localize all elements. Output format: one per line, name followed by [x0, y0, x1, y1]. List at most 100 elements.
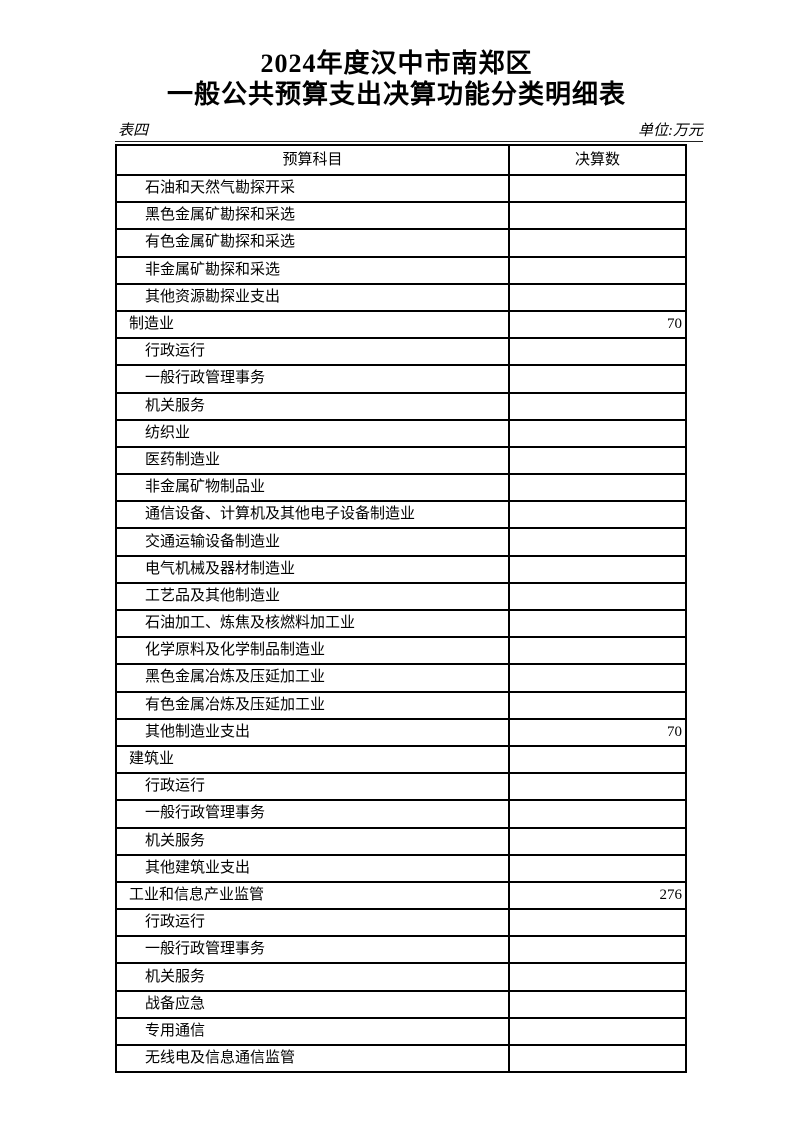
budget-subject-cell: 制造业 — [117, 311, 510, 338]
budget-subject-cell: 黑色金属冶炼及压延加工业 — [117, 665, 510, 691]
table-row: 制造业 70 — [117, 309, 685, 338]
table-row: 石油加工、炼焦及核燃料加工业 — [117, 609, 685, 637]
amount-cell — [510, 448, 685, 473]
amount-cell — [510, 665, 685, 690]
budget-subject-cell: 行政运行 — [117, 339, 510, 365]
amount-cell — [510, 258, 685, 283]
amount-cell — [510, 964, 685, 989]
table-row: 化学原料及化学制品制造业 — [117, 636, 685, 664]
budget-subject-cell: 交通运输设备制造业 — [117, 529, 510, 555]
amount-cell — [510, 856, 685, 881]
amount-cell — [510, 176, 685, 201]
budget-subject-cell: 纺织业 — [117, 420, 510, 446]
amount-cell — [510, 557, 685, 582]
amount-cell — [510, 693, 685, 718]
amount-cell — [510, 1019, 685, 1044]
table-row: 一般行政管理事务 — [117, 364, 685, 392]
amount-cell — [510, 502, 685, 527]
budget-subject-cell: 通信设备、计算机及其他电子设备制造业 — [117, 502, 510, 528]
budget-subject-cell: 专用通信 — [117, 1018, 510, 1044]
budget-subject-cell: 无线电及信息通信监管 — [117, 1046, 510, 1072]
budget-subject-cell: 有色金属矿勘探和采选 — [117, 230, 510, 256]
budget-subject-cell: 机关服务 — [117, 828, 510, 854]
table-row: 通信设备、计算机及其他电子设备制造业 — [117, 500, 685, 528]
amount-cell — [510, 339, 685, 364]
table-row: 一般行政管理事务 — [117, 935, 685, 963]
amount-cell — [510, 529, 685, 554]
table-row: 其他资源勘探业支出 — [117, 282, 685, 310]
amount-cell — [510, 394, 685, 419]
table-row: 行政运行 — [117, 908, 685, 936]
table-row: 有色金属矿勘探和采选 — [117, 228, 685, 256]
budget-subject-cell: 其他资源勘探业支出 — [117, 284, 510, 310]
table-row: 其他建筑业支出 — [117, 853, 685, 881]
budget-subject-cell: 机关服务 — [117, 393, 510, 419]
table-row: 非金属矿勘探和采选 — [117, 255, 685, 283]
table-row: 非金属矿物制品业 — [117, 473, 685, 501]
document-title: 2024年度汉中市南郑区 一般公共预算支出决算功能分类明细表 — [0, 48, 793, 110]
amount-cell: 70 — [667, 723, 682, 740]
table-row: 无线电及信息通信监管 — [117, 1044, 685, 1072]
table-row: 其他制造业支出 70 — [117, 717, 685, 745]
budget-subject-cell: 一般行政管理事务 — [117, 937, 510, 963]
table-row: 行政运行 — [117, 337, 685, 365]
budget-subject-cell: 建筑业 — [117, 746, 510, 773]
amount-cell — [510, 611, 685, 636]
table-row: 工业和信息产业监管 276 — [117, 880, 685, 909]
budget-subject-cell: 一般行政管理事务 — [117, 801, 510, 827]
document-title-line1: 2024年度汉中市南郑区 — [260, 49, 533, 78]
amount-cell — [510, 584, 685, 609]
table-row: 黑色金属冶炼及压延加工业 — [117, 663, 685, 691]
amount-cell — [510, 230, 685, 255]
amount-cell — [510, 937, 685, 962]
budget-subject-cell: 非金属矿勘探和采选 — [117, 257, 510, 283]
budget-subject-cell: 工业和信息产业监管 — [117, 882, 510, 909]
amount-cell — [510, 747, 685, 772]
amount-cell: 70 — [667, 316, 682, 333]
table-body: 石油和天然气勘探开采 黑色金属矿勘探和采选 有色金属矿勘探和采选 非金属矿勘探和采选其… — [117, 174, 685, 1072]
budget-subject-cell: 战备应急 — [117, 991, 510, 1017]
table-row: 医药制造业 — [117, 445, 685, 474]
table-row: 电气机械及器材制造业 — [117, 554, 685, 582]
table-row: 石油和天然气勘探开采 — [117, 174, 685, 202]
table-row: 一般行政管理事务 — [117, 799, 685, 827]
budget-subject-cell: 化学原料及化学制品制造业 — [117, 638, 510, 664]
table-row: 行政运行 — [117, 772, 685, 800]
amount-cell — [510, 774, 685, 799]
budget-subject-cell: 非金属矿物制品业 — [117, 475, 510, 501]
budget-subject-cell: 其他制造业支出 — [117, 719, 510, 745]
budget-subject-cell: 有色金属冶炼及压延加工业 — [117, 692, 510, 718]
budget-subject-cell: 一般行政管理事务 — [117, 366, 510, 392]
table-row: 纺织业 — [117, 418, 685, 446]
budget-table: 预算科目 决算数 石油和天然气勘探开采 黑色金属矿勘探和采选 有色金属矿勘探和采选非… — [115, 144, 687, 1074]
table-row: 工艺品及其他制造业 — [117, 581, 685, 609]
table-row: 建筑业 — [117, 744, 685, 773]
amount-cell — [510, 638, 685, 663]
amount-cell — [510, 475, 685, 500]
amount-cell — [510, 285, 685, 310]
table-row: 交通运输设备制造业 — [117, 527, 685, 555]
budget-subject-cell: 黑色金属矿勘探和采选 — [117, 203, 510, 229]
budget-subject-cell: 机关服务 — [117, 964, 510, 990]
table-row: 黑色金属矿勘探和采选 — [117, 201, 685, 229]
budget-subject-cell: 石油和天然气勘探开采 — [117, 176, 510, 202]
table-row: 机关服务 — [117, 391, 685, 419]
table-row: 机关服务 — [117, 826, 685, 854]
amount-cell — [510, 1046, 685, 1071]
budget-subject-cell: 石油加工、炼焦及核燃料加工业 — [117, 611, 510, 637]
column-header-final-amount: 决算数 — [574, 151, 620, 168]
budget-subject-cell: 电气机械及器材制造业 — [117, 556, 510, 582]
amount-cell — [510, 366, 685, 391]
budget-subject-cell: 工艺品及其他制造业 — [117, 583, 510, 609]
unit-label: 单位:万元 — [638, 123, 703, 139]
budget-subject-cell: 行政运行 — [117, 910, 510, 936]
table-number-label: 表四 — [118, 123, 149, 139]
table-meta-row: 表四 单位:万元 — [115, 121, 703, 142]
amount-cell — [510, 829, 685, 854]
column-header-budget-subject: 预算科目 — [117, 146, 510, 174]
amount-cell — [510, 910, 685, 935]
amount-cell: 276 — [659, 886, 683, 903]
document-title-line2: 一般公共预算支出决算功能分类明细表 — [166, 80, 626, 109]
budget-subject-cell: 行政运行 — [117, 774, 510, 800]
table-header-row: 预算科目 决算数 — [117, 146, 685, 174]
